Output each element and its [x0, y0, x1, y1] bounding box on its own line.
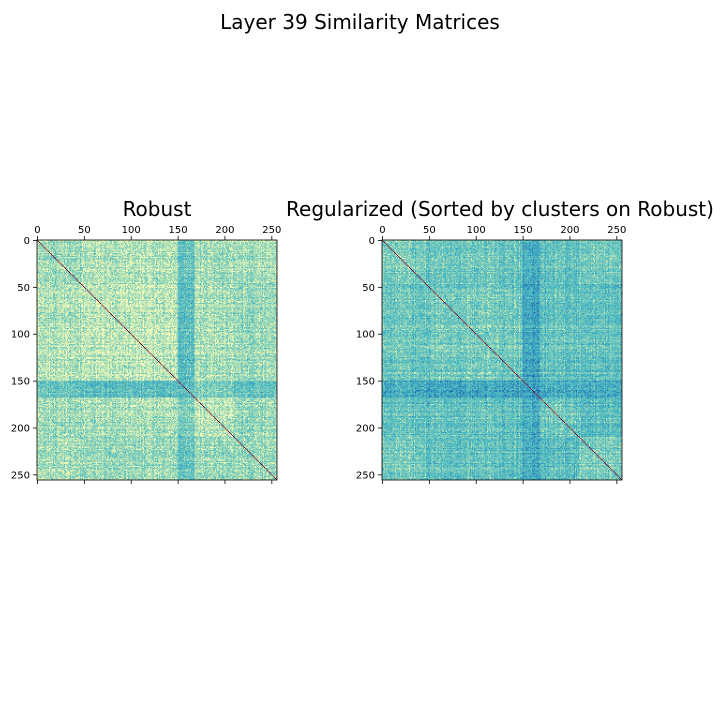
regularized-panel-title: Regularized (Sorted by clusters on Robus…	[286, 197, 714, 221]
regularized-x-tick-label: 100	[467, 225, 486, 236]
robust-y-tick-label: 200	[11, 423, 30, 434]
figure-title: Layer 39 Similarity Matrices	[220, 10, 500, 34]
regularized-heatmap-chart: 0 50 100 150 200 250 0 50 100 150 200 250	[356, 225, 626, 484]
robust-axes-frame	[36, 239, 278, 481]
robust-x-tick-label: 250	[262, 225, 281, 236]
robust-x-tick-label: 200	[215, 225, 234, 236]
robust-x-tick-label: 50	[78, 225, 91, 236]
regularized-x-tick-label: 0	[379, 225, 385, 236]
robust-x-tick-label: 100	[122, 225, 141, 236]
robust-y-tick-label: 250	[11, 470, 30, 481]
regularized-x-tick-label: 150	[514, 225, 533, 236]
regularized-y-tick-label: 100	[356, 330, 375, 341]
robust-heatmap-chart: 0 50 100 150 200 250 0 50 100 150 200 250	[11, 225, 281, 484]
regularized-y-tick-label: 250	[356, 470, 375, 481]
regularized-y-tick-label: 150	[356, 377, 375, 388]
robust-heatmap-cells	[37, 240, 277, 480]
regularized-heatmap-cells	[382, 240, 622, 480]
regularized-y-tick-label: 200	[356, 423, 375, 434]
robust-x-tick-label: 0	[34, 225, 40, 236]
robust-y-tick-label: 150	[11, 377, 30, 388]
regularized-x-tick-label: 200	[560, 225, 579, 236]
robust-panel-title: Robust	[122, 197, 192, 221]
regularized-x-tick-label: 250	[607, 225, 626, 236]
robust-y-tick-label: 50	[17, 283, 30, 294]
robust-y-tick-label: 0	[24, 236, 30, 247]
regularized-axes-frame	[381, 239, 623, 481]
robust-x-tick-label: 150	[169, 225, 188, 236]
regularized-x-tick-label: 50	[423, 225, 436, 236]
robust-y-tick-label: 100	[11, 330, 30, 341]
regularized-y-tick-label: 50	[362, 283, 375, 294]
regularized-y-tick-label: 0	[369, 236, 375, 247]
